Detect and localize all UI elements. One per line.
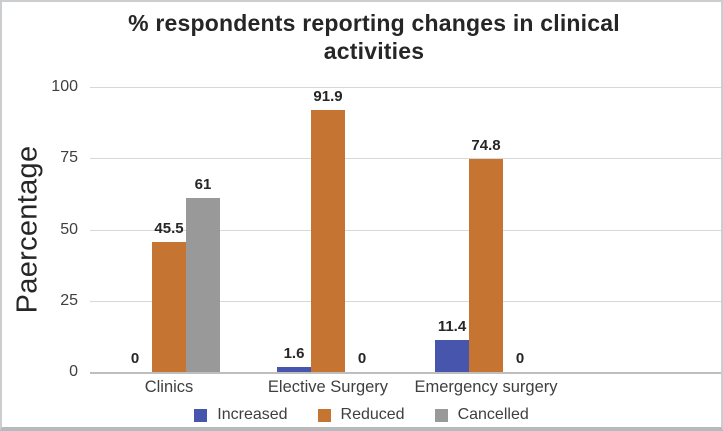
bar-emergency-surgery-reduced: [469, 159, 503, 372]
bar-emergency-surgery-increased: [435, 340, 469, 372]
legend-item-cancelled: Cancelled: [434, 406, 529, 424]
legend-label-reduced: Reduced: [340, 406, 405, 423]
data-label-emergency-surgery-increased: 11.4: [437, 318, 467, 335]
category-label-clinics: Clinics: [144, 378, 194, 396]
data-label-emergency-surgery-reduced: 74.8: [471, 137, 501, 154]
data-label-elective-surgery-increased: 1.6: [283, 345, 305, 362]
x-axis-labels: Clinics Elective Surgery Emergency surgery: [90, 378, 721, 400]
gridline-25: [90, 300, 721, 302]
legend-label-cancelled: Cancelled: [457, 406, 529, 423]
data-label-clinics-increased: 0: [130, 350, 140, 367]
legend: Increased Reduced Cancelled: [2, 406, 721, 424]
y-tick-label-75: 75: [60, 149, 78, 167]
bar-elective-surgery-reduced: [311, 110, 345, 372]
y-tick-label-100: 100: [51, 78, 78, 95]
data-label-elective-surgery-cancelled: 0: [357, 350, 367, 367]
legend-item-reduced: Reduced: [317, 406, 405, 424]
data-label-emergency-surgery-cancelled: 0: [515, 350, 525, 367]
legend-swatch-cancelled: [434, 408, 448, 422]
legend-item-increased: Increased: [194, 406, 288, 424]
legend-label-increased: Increased: [217, 406, 288, 423]
bar-elective-surgery-increased: [277, 367, 311, 372]
y-tick-label-0: 0: [69, 363, 78, 380]
gridline-75: [90, 158, 721, 160]
y-tick-label-50: 50: [60, 220, 78, 238]
chart-title: % respondents reporting changes in clini…: [128, 10, 620, 64]
category-label-emergency-surgery: Emergency surgery: [414, 378, 558, 396]
plot-area: 0 45.5 61 1.6 91.9 0 11.4 74.8 0: [90, 87, 721, 374]
y-tick-label-25: 25: [60, 291, 78, 309]
gridline-100: [90, 87, 721, 88]
bar-clinics-cancelled: [186, 198, 220, 372]
y-axis-ticks: 0 25 50 75 100: [2, 78, 78, 380]
bar-clinics-reduced: [152, 242, 186, 372]
category-label-elective-surgery: Elective Surgery: [267, 378, 389, 396]
data-label-clinics-cancelled: 61: [194, 176, 212, 193]
legend-swatch-reduced: [317, 408, 331, 422]
data-label-clinics-reduced: 45.5: [154, 220, 184, 237]
data-label-elective-surgery-reduced: 91.9: [313, 88, 343, 105]
legend-swatch-increased: [194, 408, 208, 422]
gridline-50: [90, 229, 721, 231]
